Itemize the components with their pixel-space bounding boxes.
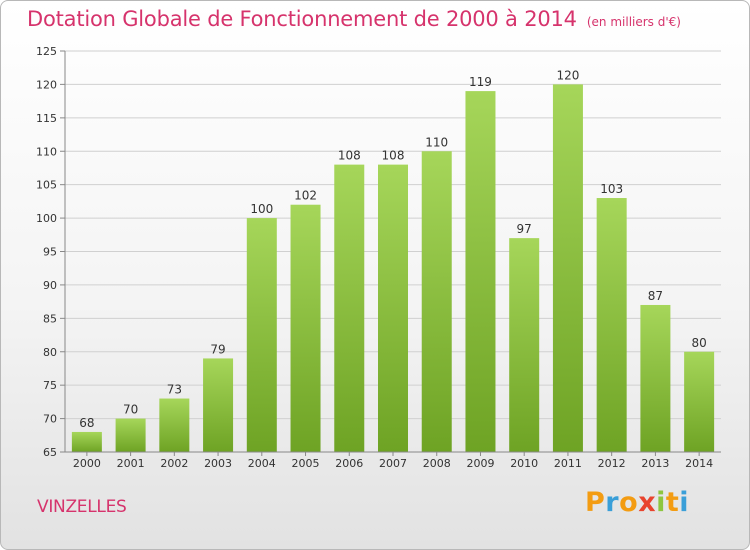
value-label-2003: 79 [210, 342, 225, 356]
value-label-2012: 103 [600, 182, 623, 196]
x-tick-label-2013: 2013 [641, 457, 669, 470]
value-label-2004: 100 [250, 202, 273, 216]
y-tick-label: 110 [36, 145, 57, 158]
value-label-2007: 108 [382, 149, 405, 163]
x-tick-label-2000: 2000 [73, 457, 101, 470]
bar-2007 [378, 164, 408, 452]
x-tick-label-2014: 2014 [685, 457, 713, 470]
bar-2008 [421, 151, 452, 452]
chart-subtitle: (en milliers d'€) [586, 15, 681, 29]
y-tick-label: 95 [43, 246, 57, 259]
value-label-2006: 108 [338, 149, 361, 163]
y-tick-label: 100 [36, 212, 57, 225]
x-tick-label-2005: 2005 [292, 457, 320, 470]
bar-2014 [684, 351, 715, 452]
x-tick-label-2003: 2003 [204, 457, 232, 470]
logo-letter: t [665, 487, 680, 518]
y-tick-label: 125 [36, 45, 57, 58]
x-tick-label-2012: 2012 [598, 457, 626, 470]
commune-name: VINZELLES [37, 497, 127, 517]
value-label-2008: 110 [425, 135, 448, 149]
bar-2013 [640, 304, 671, 452]
y-tick-label: 115 [36, 112, 57, 125]
x-tick-label-2007: 2007 [379, 457, 407, 470]
proxiti-logo: Proxiti [585, 487, 689, 518]
axis-layer: 65 70 75 80 85 90 95 100 105 110 115 120 125 2000 2001… [36, 45, 721, 470]
x-tick-label-2010: 2010 [510, 457, 538, 470]
bar-2005 [290, 204, 321, 452]
value-label-2013: 87 [648, 289, 663, 303]
x-tick-label-2004: 2004 [248, 457, 276, 470]
x-tick-label-2011: 2011 [554, 457, 582, 470]
x-tick-label-2009: 2009 [466, 457, 494, 470]
y-tick-label: 80 [43, 346, 57, 359]
value-label-2001: 70 [123, 403, 138, 417]
y-tick-label: 120 [36, 78, 57, 91]
y-tick-label: 90 [43, 279, 57, 292]
value-label-2011: 120 [556, 68, 579, 82]
x-tick-label-2008: 2008 [423, 457, 451, 470]
logo-letter: r [605, 487, 620, 518]
bar-2009 [465, 91, 496, 452]
value-label-2014: 80 [691, 336, 706, 350]
x-tick-label-2002: 2002 [160, 457, 188, 470]
logo-letter: o [619, 487, 639, 518]
logo-letter: i [679, 487, 690, 518]
x-tick-label-2001: 2001 [117, 457, 145, 470]
value-label-2010: 97 [517, 222, 532, 236]
bar-2002 [159, 398, 190, 452]
value-label-2002: 73 [167, 383, 182, 397]
y-tick-label: 85 [43, 312, 57, 325]
value-label-2005: 102 [294, 189, 317, 203]
x-tick-label-2006: 2006 [335, 457, 363, 470]
bar-2006 [334, 164, 365, 452]
bar-2000 [71, 431, 102, 452]
logo-letter: x [638, 487, 657, 518]
bar-2012 [596, 198, 627, 452]
logo-letter: P [585, 487, 606, 518]
logo-letter: i [656, 487, 666, 518]
bar-2001 [115, 418, 146, 452]
bar-2011 [552, 84, 583, 453]
y-tick-label: 70 [43, 413, 57, 426]
bar-2003 [203, 358, 234, 452]
title-row: Dotation Globale de Fonctionnement de 20… [27, 7, 681, 31]
y-tick-label: 105 [36, 179, 57, 192]
chart-title: Dotation Globale de Fonctionnement de 20… [27, 7, 577, 31]
bar-2004 [246, 218, 277, 452]
y-tick-label: 65 [43, 446, 57, 459]
y-tick-label: 75 [43, 379, 57, 392]
value-label-2000: 68 [79, 416, 94, 430]
value-label-2009: 119 [469, 75, 492, 89]
bar-layer [71, 84, 715, 453]
label-layer: 68 70 73 79 100 102 108 108 110 119 97 120 103 87 80 [79, 68, 707, 430]
bar-2010 [509, 238, 540, 452]
